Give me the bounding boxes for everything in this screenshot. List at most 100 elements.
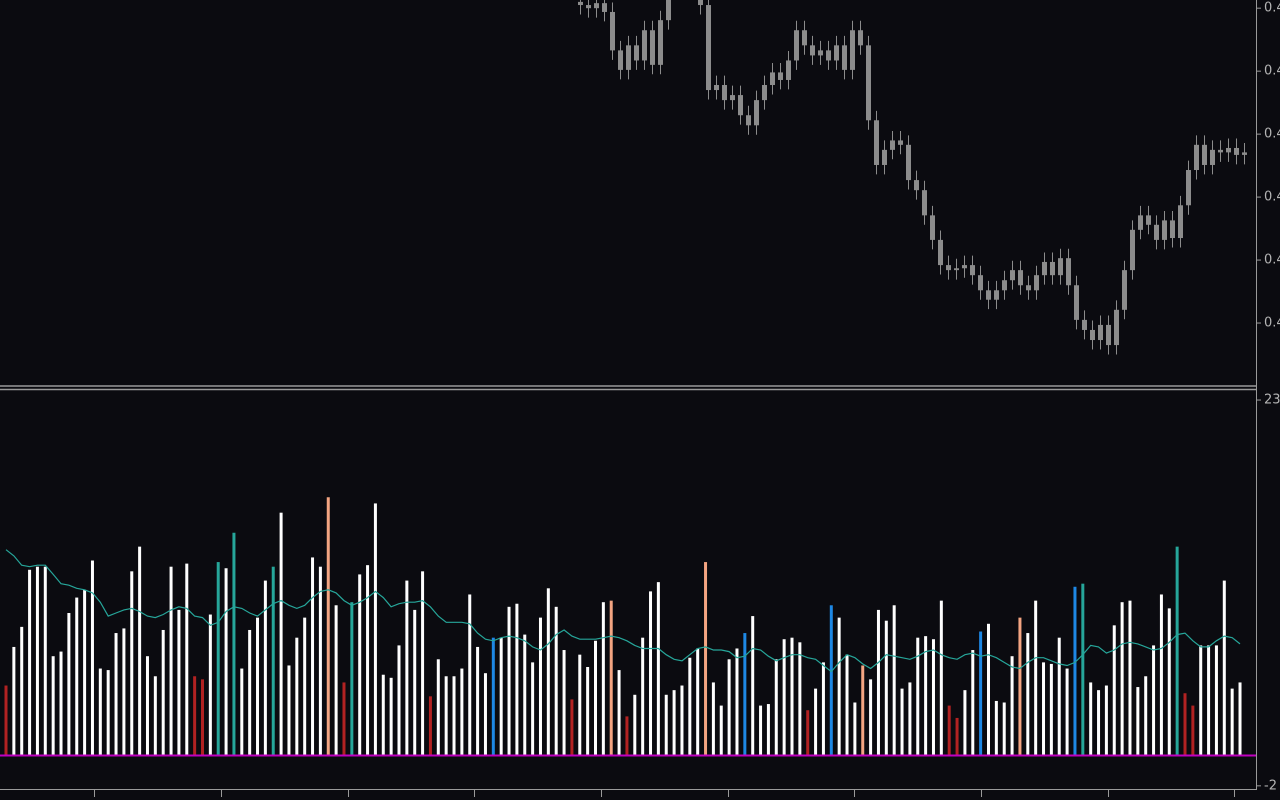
volume-bar bbox=[271, 566, 275, 755]
candle-body bbox=[1114, 309, 1119, 346]
volume-bar bbox=[483, 673, 487, 755]
volume-bar bbox=[256, 617, 260, 755]
volume-bar bbox=[743, 633, 747, 755]
candle-body bbox=[1202, 144, 1207, 165]
volume-bar bbox=[373, 503, 377, 755]
y-tick-label: -2 bbox=[1264, 778, 1277, 793]
volume-bar bbox=[153, 676, 157, 755]
candle-body bbox=[1186, 170, 1191, 206]
volume-bar bbox=[979, 631, 983, 755]
candle-body bbox=[754, 100, 759, 126]
volume-bar bbox=[98, 668, 102, 755]
candle-body bbox=[858, 30, 863, 46]
volume-bar bbox=[1230, 688, 1234, 755]
volume-bar bbox=[507, 606, 511, 755]
volume-bar bbox=[578, 654, 582, 755]
volume-bar bbox=[1089, 682, 1093, 755]
candle-body bbox=[1154, 224, 1159, 240]
volume-bar bbox=[1175, 546, 1179, 755]
volume-bar bbox=[625, 716, 629, 755]
volume-bar bbox=[1167, 608, 1171, 755]
volume-bar bbox=[876, 609, 880, 755]
volume-bar bbox=[554, 606, 558, 755]
candle-body bbox=[1210, 149, 1215, 165]
volume-bar bbox=[232, 532, 236, 755]
candle-body bbox=[1010, 270, 1015, 281]
volume-bar bbox=[1097, 690, 1101, 755]
volume-bar bbox=[523, 634, 527, 755]
volume-bar bbox=[649, 591, 653, 755]
candle-body bbox=[906, 144, 911, 181]
candle-body bbox=[938, 239, 943, 266]
candle-body bbox=[962, 265, 967, 269]
volume-bar bbox=[837, 617, 841, 755]
volume-bar bbox=[680, 685, 684, 755]
volume-bar bbox=[672, 690, 676, 755]
volume-bar bbox=[963, 690, 967, 755]
volume-bar bbox=[106, 670, 110, 755]
volume-bar bbox=[287, 665, 291, 755]
candle-body bbox=[642, 30, 647, 61]
volume-bar bbox=[326, 497, 330, 755]
volume-bar bbox=[908, 682, 912, 755]
candle-body bbox=[842, 45, 847, 70]
volume-bar bbox=[1238, 682, 1242, 755]
volume-bar bbox=[468, 594, 472, 755]
candle-body bbox=[810, 45, 815, 56]
indicator-panel bbox=[0, 497, 1256, 757]
volume-bar bbox=[1159, 594, 1163, 755]
volume-bar bbox=[1152, 645, 1156, 755]
candle-body bbox=[1138, 215, 1143, 230]
candle-body bbox=[1194, 144, 1199, 171]
volume-bar bbox=[1057, 637, 1061, 755]
volume-bar bbox=[350, 602, 354, 755]
volume-bar bbox=[735, 648, 739, 755]
volume-bar bbox=[389, 677, 393, 755]
y-tick-label: 0.4 bbox=[1264, 190, 1280, 205]
volume-bar bbox=[263, 580, 267, 755]
candle-body bbox=[1042, 261, 1047, 276]
volume-bar bbox=[814, 688, 818, 755]
candle-body bbox=[634, 45, 639, 61]
volume-bar bbox=[641, 637, 645, 755]
volume-bar bbox=[1104, 685, 1108, 755]
candle-body bbox=[1098, 324, 1103, 341]
candle-body bbox=[698, 0, 703, 6]
volume-bar bbox=[1112, 625, 1116, 755]
volume-bar bbox=[145, 656, 149, 755]
volume-bar bbox=[782, 639, 786, 755]
candle-body bbox=[666, 0, 671, 21]
volume-bar bbox=[279, 512, 283, 755]
candle-body bbox=[794, 30, 799, 61]
volume-bar bbox=[208, 614, 212, 755]
candle-body bbox=[922, 190, 927, 216]
candle-body bbox=[586, 5, 591, 9]
volume-bar bbox=[75, 597, 79, 755]
volume-bar bbox=[1042, 662, 1046, 755]
volume-bar bbox=[358, 574, 362, 755]
volume-bar bbox=[774, 659, 778, 755]
volume-bar bbox=[405, 580, 409, 755]
volume-bar bbox=[994, 700, 998, 755]
volume-bar bbox=[955, 717, 959, 755]
volume-bar bbox=[594, 640, 597, 755]
candle-body bbox=[970, 265, 975, 276]
candle-body bbox=[1130, 229, 1135, 271]
volume-bar bbox=[177, 609, 181, 755]
volume-bar bbox=[727, 659, 731, 755]
candle-body bbox=[730, 95, 735, 101]
candle-body bbox=[986, 290, 991, 300]
volume-bar bbox=[609, 600, 613, 755]
volume-bar bbox=[1207, 645, 1211, 755]
price-panel bbox=[578, 0, 1247, 355]
volume-bar bbox=[334, 605, 338, 755]
volume-bar bbox=[546, 588, 550, 755]
volume-bar bbox=[452, 676, 456, 755]
candle-body bbox=[994, 290, 999, 300]
candle-body bbox=[1162, 220, 1167, 240]
candle-body bbox=[1178, 205, 1183, 239]
volume-bar bbox=[295, 637, 299, 755]
volume-bar bbox=[476, 646, 480, 755]
